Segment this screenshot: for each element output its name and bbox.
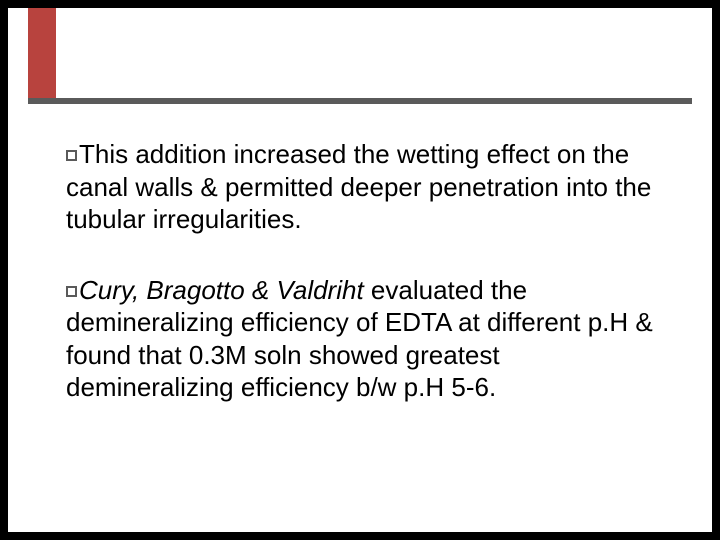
bullet-paragraph-2: Cury, Bragotto & Valdriht evaluated the … [66,274,654,404]
square-bullet-icon [66,286,77,297]
square-bullet-icon [66,150,77,161]
paragraph-1-text: This addition increased the wetting effe… [66,139,651,234]
slide-content: This addition increased the wetting effe… [66,138,654,442]
bullet-paragraph-1: This addition increased the wetting effe… [66,138,654,236]
slide: This addition increased the wetting effe… [8,8,712,532]
accent-block [28,8,56,98]
paragraph-2-authors: Cury, Bragotto & Valdriht [79,275,364,305]
horizontal-rule [28,98,692,104]
